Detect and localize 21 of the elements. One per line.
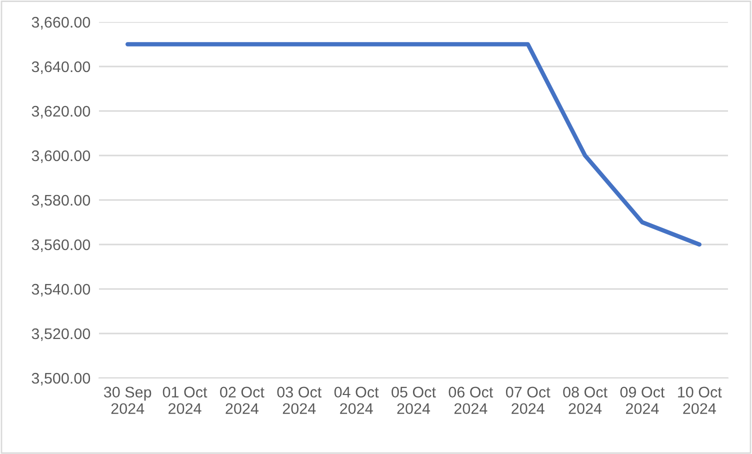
x-tick-label: 02 Oct 2024 xyxy=(220,386,264,414)
y-tick-label: 3,640.00 xyxy=(32,61,90,74)
y-tick-label: 3,620.00 xyxy=(32,106,90,118)
y-tick-label: 3,560.00 xyxy=(32,239,90,252)
x-tick-label: 08 Oct 2024 xyxy=(563,386,608,414)
x-tick-label: 04 Oct 2024 xyxy=(334,386,379,414)
y-tick-label: 3,660.00 xyxy=(32,16,90,30)
y-tick-label: 3,520.00 xyxy=(32,328,90,341)
x-tick-label: 10 Oct 2024 xyxy=(678,386,722,414)
y-tick-label: 3,580.00 xyxy=(32,194,90,208)
x-tick-label: 07 Oct 2024 xyxy=(506,386,550,414)
x-tick-label: 05 Oct 2024 xyxy=(392,386,436,414)
line-series xyxy=(126,42,702,247)
x-tick-label: 01 Oct 2024 xyxy=(162,386,208,414)
x-tick-label: 03 Oct 2024 xyxy=(277,386,322,414)
x-tick-label: 06 Oct 2024 xyxy=(448,386,494,414)
y-tick-label: 3,500.00 xyxy=(32,372,90,386)
y-tick-label: 3,540.00 xyxy=(32,284,90,296)
x-tick-label: 09 Oct 2024 xyxy=(620,386,665,414)
y-tick-label: 3,600.00 xyxy=(32,150,90,163)
x-tick-label: 30 Sep 2024 xyxy=(104,386,152,414)
